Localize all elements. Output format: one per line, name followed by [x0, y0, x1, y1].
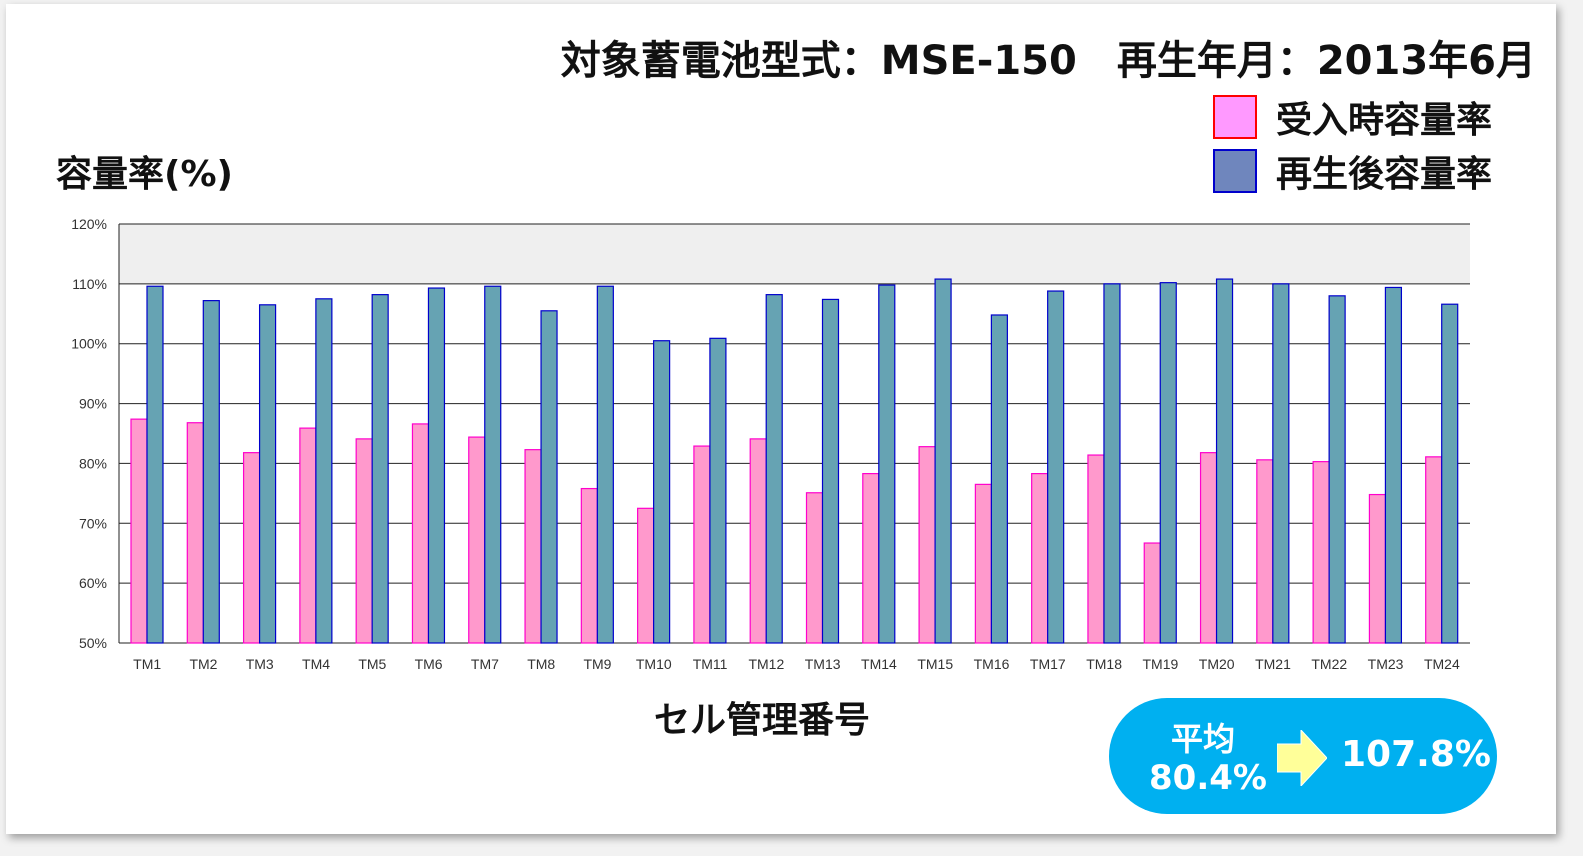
- average-label: 平均: [1171, 720, 1236, 758]
- average-before-value: 80.4%: [1149, 758, 1267, 798]
- bar-regenerated-tm10: [653, 340, 671, 644]
- plot-area: 50% 60% 70% 80% 90% 100% 110% 120% TM1 TM2 TM3 TM4…: [71, 216, 1470, 672]
- bar-received-tm5: [355, 438, 373, 644]
- x-tick-label: TM9: [583, 656, 611, 672]
- bar-regenerated-tm13: [821, 298, 840, 644]
- x-tick-label: TM21: [1255, 656, 1291, 672]
- bar-regenerated-tm24: [1441, 303, 1459, 644]
- capacity-bar-chart: 対象蓄電池型式：MSE-150 再生年月：2013年6月 受入時容量率 再生後容…: [56, 38, 1536, 741]
- bar-received-tm24: [1425, 456, 1443, 644]
- bar-received-tm21: [1256, 459, 1274, 644]
- x-tick-label: TM12: [748, 656, 784, 672]
- bar-regenerated-tm9: [596, 285, 614, 644]
- bar-received-tm22: [1312, 461, 1330, 644]
- chart-title: 対象蓄電池型式：MSE-150 再生年月：2013年6月: [561, 38, 1536, 84]
- legend-swatch-regenerated: [1213, 149, 1257, 193]
- x-tick-label: TM20: [1199, 656, 1235, 672]
- bar-regenerated-tm1: [146, 285, 164, 644]
- bar-regenerated-tm16: [990, 314, 1008, 644]
- bar-regenerated-tm21: [1272, 283, 1290, 644]
- x-tick-label: TM2: [189, 656, 217, 672]
- x-tick-label: TM3: [246, 656, 274, 672]
- x-tick-label: TM13: [805, 656, 841, 672]
- average-after-value: 107.8%: [1341, 734, 1491, 775]
- plot-band-upper: [119, 224, 1470, 284]
- x-tick-label: TM6: [415, 656, 443, 672]
- x-axis-label: セル管理番号: [654, 700, 870, 741]
- bar-received-tm8: [524, 449, 542, 644]
- legend-swatch-received: [1213, 95, 1257, 139]
- bar-regenerated-tm2: [202, 300, 220, 644]
- bar-regenerated-tm11: [709, 337, 727, 644]
- bar-regenerated-tm6: [427, 287, 446, 644]
- bar-regenerated-tm12: [765, 294, 783, 644]
- y-tick-label: 50%: [79, 635, 107, 651]
- bar-regenerated-tm14: [878, 284, 896, 644]
- x-tick-label: TM14: [861, 656, 897, 672]
- bar-regenerated-tm7: [484, 285, 502, 644]
- bar-received-tm19: [1143, 542, 1161, 644]
- x-tick-label: TM18: [1086, 656, 1122, 672]
- y-tick-label: 80%: [79, 455, 107, 471]
- x-tick-label: TM1: [133, 656, 161, 672]
- bar-received-tm13: [805, 492, 824, 644]
- bar-regenerated-tm22: [1328, 295, 1346, 644]
- y-tick-label: 110%: [72, 276, 107, 292]
- bar-received-tm14: [862, 473, 880, 644]
- bar-received-tm17: [1031, 473, 1049, 644]
- x-tick-label: TM19: [1142, 656, 1178, 672]
- bar-received-tm3: [242, 452, 261, 644]
- bar-regenerated-tm3: [258, 304, 277, 644]
- bar-regenerated-tm17: [1047, 290, 1065, 644]
- x-tick-label: TM24: [1424, 656, 1460, 672]
- x-tick-label: TM16: [974, 656, 1010, 672]
- y-tick-label: 60%: [79, 575, 107, 591]
- x-tick-label: TM10: [636, 656, 672, 672]
- bar-received-tm7: [468, 436, 486, 644]
- y-tick-label: 100%: [71, 336, 107, 352]
- bar-received-tm16: [974, 483, 992, 644]
- x-tick-label: TM8: [527, 656, 555, 672]
- x-tick-label: TM4: [302, 656, 330, 672]
- legend: 受入時容量率 再生後容量率: [1213, 95, 1492, 195]
- bar-regenerated-tm8: [540, 310, 558, 644]
- bar-received-tm1: [130, 418, 148, 644]
- x-tick-label: TM7: [471, 656, 499, 672]
- y-axis-label: 容量率(%): [56, 154, 233, 195]
- bar-regenerated-tm19: [1159, 282, 1177, 644]
- bar-received-tm15: [918, 446, 936, 644]
- bar-received-tm6: [411, 423, 430, 644]
- x-tick-label: TM11: [693, 656, 728, 672]
- right-arrow-icon: [1277, 730, 1327, 786]
- y-tick-label: 70%: [79, 515, 107, 531]
- bar-received-tm20: [1199, 452, 1218, 644]
- x-tick-label: TM23: [1368, 656, 1404, 672]
- bar-regenerated-tm20: [1215, 278, 1234, 644]
- bar-received-tm10: [637, 507, 655, 644]
- bar-regenerated-tm23: [1384, 286, 1403, 644]
- average-summary-badge: 平均 80.4% 107.8%: [1109, 698, 1497, 814]
- bar-regenerated-tm4: [315, 298, 333, 644]
- legend-label-regenerated: 再生後容量率: [1276, 154, 1492, 195]
- bar-received-tm18: [1087, 454, 1105, 644]
- x-tick-label: TM15: [917, 656, 953, 672]
- x-tick-label: TM17: [1030, 656, 1066, 672]
- x-tick-label: TM22: [1311, 656, 1347, 672]
- bar-regenerated-tm15: [934, 278, 952, 644]
- bar-received-tm9: [580, 487, 598, 644]
- chart-card: 対象蓄電池型式：MSE-150 再生年月：2013年6月 受入時容量率 再生後容…: [6, 4, 1556, 834]
- bar-received-tm2: [186, 422, 204, 644]
- bar-received-tm23: [1368, 493, 1387, 644]
- bar-received-tm4: [299, 427, 317, 644]
- bar-regenerated-tm5: [371, 294, 389, 644]
- y-tick-label: 90%: [79, 396, 107, 412]
- x-tick-label: TM5: [358, 656, 386, 672]
- legend-label-received: 受入時容量率: [1276, 100, 1492, 141]
- bar-regenerated-tm18: [1103, 283, 1121, 644]
- bar-received-tm12: [749, 438, 767, 644]
- y-tick-label: 120%: [71, 216, 107, 232]
- bar-received-tm11: [693, 445, 711, 644]
